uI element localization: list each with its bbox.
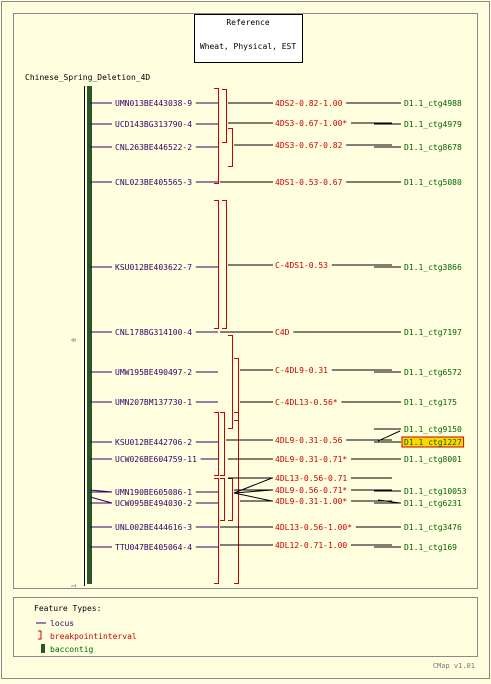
locus-offset-line	[89, 496, 113, 504]
contig-offset-line	[377, 499, 401, 504]
map-title[interactable]: Chinese_Spring_Deletion_4D	[25, 73, 150, 82]
contig-label[interactable]: D1.1_ctg4988	[404, 99, 462, 108]
breakpoint-bracket[interactable]	[228, 128, 233, 167]
breakpoint-bracket[interactable]	[214, 200, 219, 329]
contig-label[interactable]: D1.1_ctg9150	[404, 425, 462, 434]
bac-contig-bar[interactable]	[87, 86, 92, 584]
legend-baccontig-glyph	[41, 644, 45, 653]
legend-breakpoint-glyph	[38, 630, 42, 640]
locus-label[interactable]: TTU047BE405064-4	[115, 543, 192, 552]
locus-label[interactable]: KSU012BE442706-2	[115, 438, 192, 447]
contig-label[interactable]: D1.1_ctg4979	[404, 120, 462, 129]
breakpoint-fan-line	[233, 477, 273, 494]
breakpoint-bracket-layer	[214, 88, 239, 584]
breakpoint-fan-line	[233, 492, 273, 502]
contig-label[interactable]: D1.1_ctg8001	[404, 455, 462, 464]
breakpoint-label[interactable]: C4D	[275, 328, 290, 337]
contig-label[interactable]: D1.1_ctg10053	[404, 487, 467, 496]
ruler-start-label: 0	[71, 338, 78, 342]
breakpoint-bracket[interactable]	[220, 412, 225, 476]
breakpoint-bracket[interactable]	[228, 335, 233, 429]
breakpoint-label[interactable]: C-4DS1-0.53	[275, 261, 328, 270]
legend-box	[13, 597, 478, 657]
contig-label[interactable]: D1.1_ctg7197	[404, 328, 462, 337]
legend-breakpoint-label: breakpointinterval	[50, 632, 137, 641]
legend-locus-label: locus	[50, 619, 74, 628]
breakpoint-label[interactable]: 4DL13-0.56-1.00*	[275, 523, 352, 532]
contig-label[interactable]: D1.1_ctg6231	[404, 499, 462, 508]
breakpoint-label[interactable]: 4DL9-0.56-0.71*	[275, 486, 347, 495]
locus-label[interactable]: CNL178BG314100-4	[115, 328, 192, 337]
legend: Feature Types: locus breakpointinterval …	[13, 597, 478, 657]
reference-title: Reference	[226, 18, 270, 27]
reference-subtitle: Wheat, Physical, EST	[200, 42, 297, 51]
locus-label[interactable]: UMN190BE605086-1	[115, 488, 192, 497]
locus-label[interactable]: CNL263BE446522-2	[115, 143, 192, 152]
locus-label[interactable]: UMN207BM137730-1	[115, 398, 192, 407]
breakpoint-bracket[interactable]	[220, 478, 225, 521]
legend-baccontig-label: baccontig	[50, 645, 94, 654]
contig-layer: D1.1_ctg4988 D1.1_ctg4979 D1.1_ctg8678 D1.1…	[374, 99, 467, 552]
inner-frame	[13, 13, 478, 589]
breakpoint-layer: 4DS2-0.82-1.00 4DS3-0.67-1.00* 4DS3-0.67-0…	[220, 99, 392, 550]
breakpoint-bracket[interactable]	[214, 412, 219, 476]
breakpoint-bracket[interactable]	[214, 88, 219, 184]
reference-box: Reference Wheat, Physical, EST	[194, 14, 303, 63]
locus-label[interactable]: CNL023BE405565-3	[115, 178, 192, 187]
contig-offset-line	[377, 430, 401, 442]
breakpoint-label[interactable]: 4DL9-0.31-0.56	[275, 436, 343, 445]
breakpoint-label[interactable]: 4DL13-0.56-0.71	[275, 474, 347, 483]
breakpoint-bracket[interactable]	[222, 89, 227, 143]
cmap-version: CMap v1.01	[433, 662, 475, 670]
contig-label[interactable]: D1.1_ctg3476	[404, 523, 462, 532]
breakpoint-bracket[interactable]	[234, 358, 239, 421]
locus-label[interactable]: UMW195BE490497-2	[115, 368, 192, 377]
breakpoint-label[interactable]: C-4DL13-0.56*	[275, 398, 338, 407]
contig-label[interactable]: D1.1_ctg8678	[404, 143, 462, 152]
breakpoint-label[interactable]: 4DL9-0.31-0.71*	[275, 455, 347, 464]
locus-label[interactable]: UCW095BE494030-2	[115, 499, 192, 508]
breakpoint-label[interactable]: 4DS3-0.67-1.00*	[275, 119, 347, 128]
locus-layer: UMN013BE443038-9 UCD143BG313790-4 CNL263BE…	[89, 99, 218, 552]
breakpoint-label[interactable]: 4DL9-0.31-1.00*	[275, 497, 347, 506]
breakpoint-bracket[interactable]	[222, 200, 227, 329]
breakpoint-label[interactable]: 4DS1-0.53-0.67	[275, 178, 343, 187]
contig-label[interactable]: D1.1_ctg5080	[404, 178, 462, 187]
breakpoint-bracket[interactable]	[214, 478, 219, 584]
locus-label[interactable]: UNL002BE444616-3	[115, 523, 192, 532]
breakpoint-label[interactable]: 4DS2-0.82-1.00	[275, 99, 343, 108]
contig-label[interactable]: D1.1_ctg169	[404, 543, 457, 552]
locus-label[interactable]: UMN013BE443038-9	[115, 99, 192, 108]
locus-label[interactable]: UCD143BG313790-4	[115, 120, 192, 129]
locus-label[interactable]: UCW026BE604759-11	[115, 455, 197, 464]
breakpoint-label[interactable]: C-4DL9-0.31	[275, 366, 328, 375]
ruler-end-label: 1	[71, 584, 78, 588]
breakpoint-bracket[interactable]	[234, 412, 239, 584]
legend-title: Feature Types:	[34, 604, 101, 613]
locus-offset-line	[89, 489, 113, 493]
contig-label[interactable]: D1.1_ctg1227	[404, 438, 462, 447]
contig-label[interactable]: D1.1_ctg175	[404, 398, 457, 407]
breakpoint-label[interactable]: 4DS3-0.67-0.82	[275, 141, 343, 150]
contig-label[interactable]: D1.1_ctg6572	[404, 368, 462, 377]
breakpoint-label[interactable]: 4DL12-0.71-1.00	[275, 541, 347, 550]
breakpoint-bracket[interactable]	[228, 478, 233, 521]
contig-label[interactable]: D1.1_ctg3866	[404, 263, 462, 272]
locus-label[interactable]: KSU012BE403622-7	[115, 263, 192, 272]
breakpoint-fan-line	[233, 489, 273, 494]
contig-highlight	[401, 436, 465, 448]
